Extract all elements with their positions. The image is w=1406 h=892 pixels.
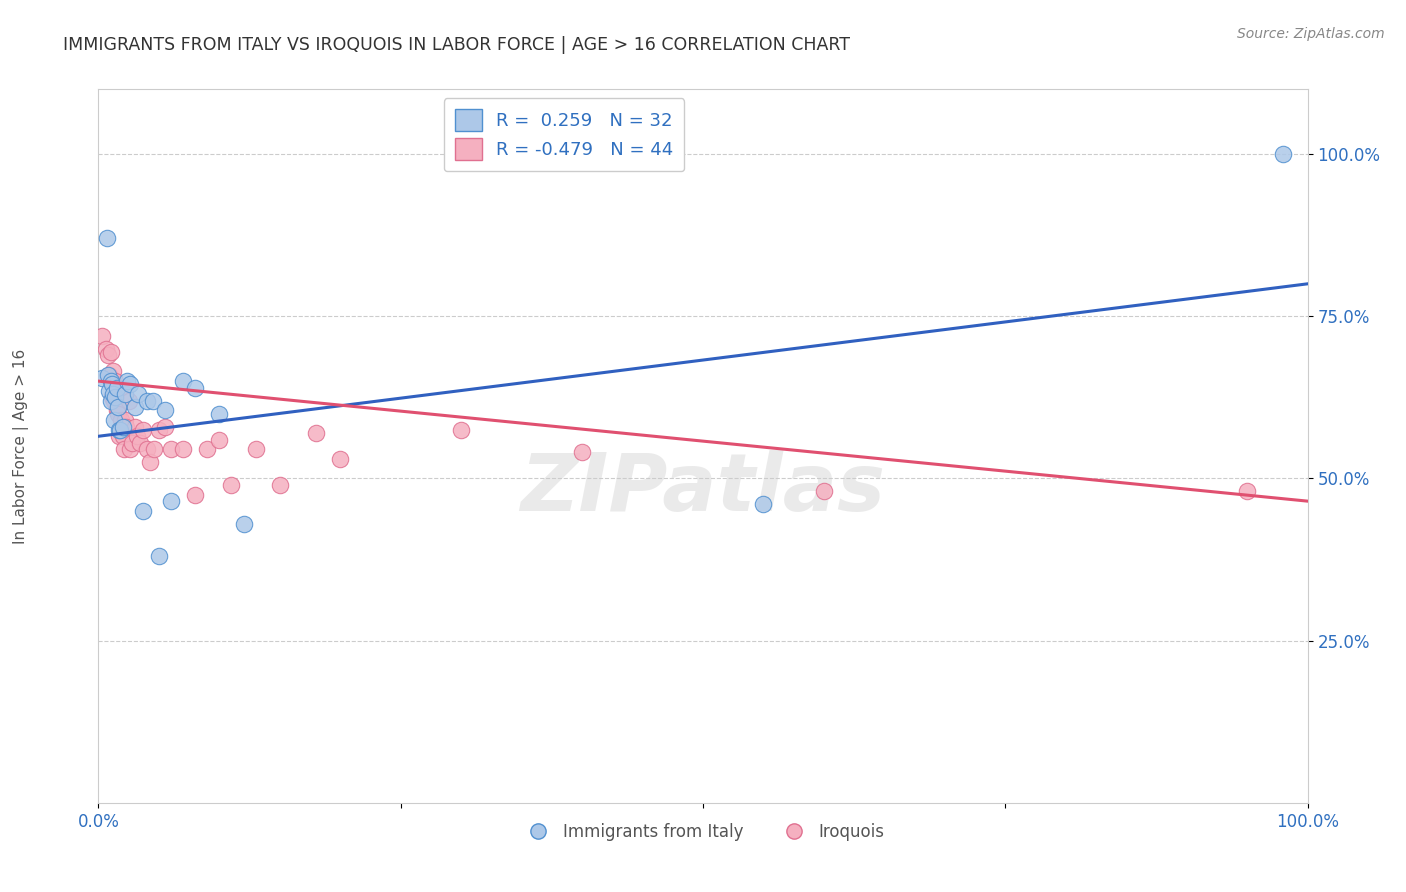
Point — [98, 384, 121, 398]
Point — [108, 381, 131, 395]
Point — [195, 442, 218, 457]
Point — [269, 478, 291, 492]
Point — [103, 413, 125, 427]
Point — [100, 393, 122, 408]
Y-axis label: In Labor Force | Age > 16: In Labor Force | Age > 16 — [13, 349, 30, 543]
Point — [118, 393, 141, 408]
Text: Source: ZipAtlas.com: Source: ZipAtlas.com — [1237, 27, 1385, 41]
Point — [105, 403, 128, 417]
Point — [101, 387, 124, 401]
Point — [100, 374, 122, 388]
Point — [108, 429, 131, 443]
Point — [135, 442, 157, 457]
Point — [100, 390, 122, 404]
Text: ZIPatlas: ZIPatlas — [520, 450, 886, 528]
Point — [112, 442, 135, 457]
Text: IMMIGRANTS FROM ITALY VS IROQUOIS IN LABOR FORCE | AGE > 16 CORRELATION CHART: IMMIGRANTS FROM ITALY VS IROQUOIS IN LAB… — [63, 36, 851, 54]
Point — [104, 390, 127, 404]
Point — [114, 387, 136, 401]
Point — [118, 377, 141, 392]
Point — [571, 445, 593, 459]
Point — [108, 423, 131, 437]
Point — [97, 368, 120, 382]
Point — [101, 364, 124, 378]
Point — [117, 374, 139, 388]
Point — [91, 371, 114, 385]
Point — [148, 423, 170, 437]
Point — [98, 368, 121, 382]
Point — [128, 435, 150, 450]
Point — [104, 374, 127, 388]
Point — [329, 452, 352, 467]
Point — [143, 442, 166, 457]
Point — [221, 478, 243, 492]
Point — [160, 442, 183, 457]
Point — [1236, 484, 1258, 499]
Point — [172, 374, 194, 388]
Point — [160, 494, 183, 508]
Point — [148, 549, 170, 564]
Point — [184, 381, 207, 395]
Point — [114, 413, 136, 427]
Point — [100, 345, 122, 359]
Point — [118, 442, 141, 457]
Point — [105, 381, 128, 395]
Point — [245, 442, 267, 457]
Point — [135, 393, 157, 408]
Point — [172, 442, 194, 457]
Point — [115, 419, 138, 434]
Point — [1272, 147, 1295, 161]
Point — [184, 488, 207, 502]
Point — [91, 328, 114, 343]
Point — [108, 423, 131, 437]
Point — [232, 516, 254, 531]
Point — [450, 423, 472, 437]
Point — [813, 484, 835, 499]
Point — [103, 393, 125, 408]
Point — [752, 497, 775, 511]
Point — [124, 400, 146, 414]
Point — [208, 433, 231, 447]
Point — [305, 425, 328, 440]
Point — [153, 403, 176, 417]
Point — [94, 342, 117, 356]
Point — [208, 407, 231, 421]
Point — [153, 419, 176, 434]
Point — [107, 407, 129, 421]
Point — [139, 455, 162, 469]
Point — [124, 419, 146, 434]
Point — [127, 387, 149, 401]
Point — [107, 400, 129, 414]
Point — [127, 429, 149, 443]
Point — [111, 429, 134, 443]
Point — [110, 413, 132, 427]
Point — [97, 348, 120, 362]
Point — [111, 419, 134, 434]
Point — [132, 423, 155, 437]
Point — [132, 504, 155, 518]
Point — [96, 231, 118, 245]
Point — [142, 393, 165, 408]
Point — [100, 377, 122, 392]
Point — [121, 435, 143, 450]
Legend: Immigrants from Italy, Iroquois: Immigrants from Italy, Iroquois — [515, 817, 891, 848]
